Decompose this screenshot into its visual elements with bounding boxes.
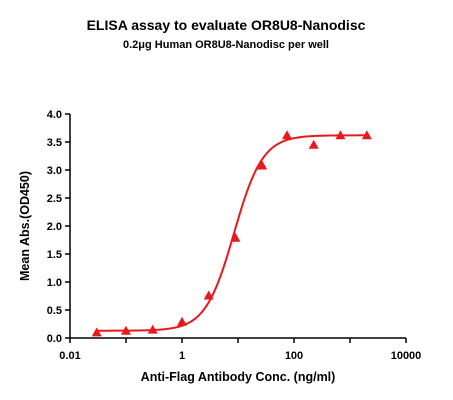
data-point bbox=[147, 324, 158, 334]
data-point bbox=[121, 325, 131, 335]
data-point bbox=[257, 160, 268, 170]
data-point bbox=[177, 316, 187, 326]
y-tick-label: 0.5 bbox=[47, 305, 62, 317]
chart-subtitle: 0.2μg Human OR8U8-Nanodisc per well bbox=[123, 39, 329, 51]
y-axis-ticks: 0.0 0.5 1.0 1.5 2.0 2.5 3.0 3.5 4.0 bbox=[47, 109, 70, 345]
chart-title: ELISA assay to evaluate OR8U8-Nanodisc bbox=[87, 17, 366, 33]
data-point bbox=[91, 327, 102, 337]
x-axis-ticks: 0.01 1 100 10000 bbox=[59, 338, 421, 362]
y-axis-label: Mean Abs.(OD450) bbox=[18, 171, 32, 281]
data-point bbox=[282, 130, 293, 140]
x-tick-label: 10000 bbox=[391, 350, 422, 362]
y-tick-label: 0.0 bbox=[47, 333, 62, 345]
data-point bbox=[308, 139, 319, 149]
data-point bbox=[230, 232, 241, 242]
y-tick-label: 1.0 bbox=[47, 277, 62, 289]
y-tick-label: 2.5 bbox=[47, 193, 62, 205]
y-tick-label: 3.0 bbox=[47, 165, 62, 177]
data-point bbox=[203, 290, 214, 300]
y-tick-label: 4.0 bbox=[47, 109, 62, 121]
fit-curve bbox=[96, 134, 367, 332]
y-tick-label: 3.5 bbox=[47, 137, 62, 149]
x-tick-label: 100 bbox=[285, 350, 303, 362]
y-tick-label: 2.0 bbox=[47, 221, 62, 233]
data-points bbox=[91, 130, 372, 337]
data-point bbox=[335, 130, 346, 140]
y-tick-label: 1.5 bbox=[47, 249, 62, 261]
x-axis-label: Anti-Flag Antibody Conc. (ng/ml) bbox=[141, 370, 336, 384]
x-tick-label: 1 bbox=[179, 350, 185, 362]
x-tick-label: 0.01 bbox=[59, 350, 80, 362]
data-point bbox=[361, 130, 372, 140]
